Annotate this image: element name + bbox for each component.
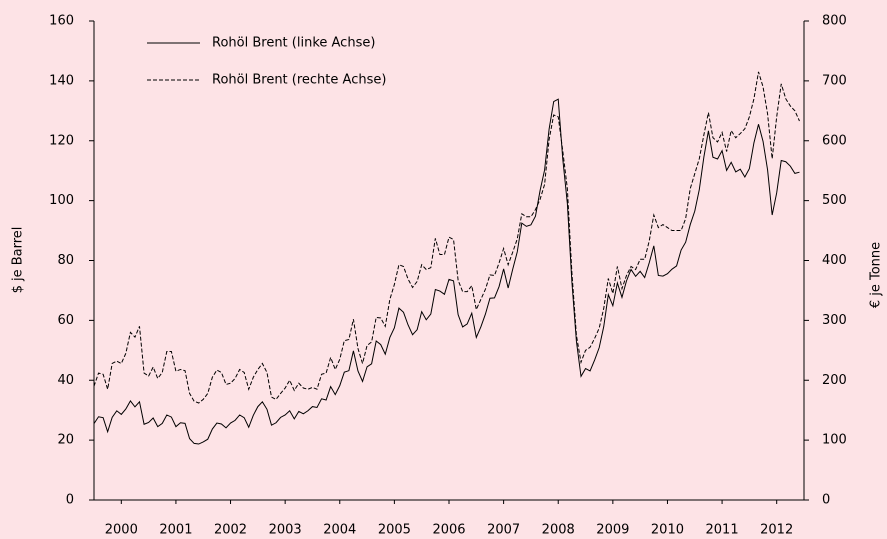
series-line bbox=[93, 71, 800, 404]
y2-tick-label: 800 bbox=[822, 14, 847, 29]
legend-label: Rohöl Brent (rechte Achse) bbox=[212, 73, 386, 88]
y-tick-label: 140 bbox=[49, 73, 74, 88]
y-tick-label: 40 bbox=[57, 373, 74, 388]
x-tick-label: 2004 bbox=[323, 523, 356, 538]
x-tick-label: 2003 bbox=[269, 523, 302, 538]
x-tick-label: 2008 bbox=[542, 523, 575, 538]
y2-tick-label: 0 bbox=[822, 493, 830, 508]
y-tick-label: 100 bbox=[49, 193, 74, 208]
y2-tick-label: 300 bbox=[822, 313, 847, 328]
y-tick-label: 60 bbox=[57, 313, 74, 328]
x-tick-label: 2012 bbox=[760, 523, 793, 538]
y-tick-label: 120 bbox=[49, 133, 74, 148]
y2-tick-label: 500 bbox=[822, 193, 847, 208]
x-tick-label: 2007 bbox=[487, 523, 520, 538]
x-tick-label: 2009 bbox=[596, 523, 629, 538]
x-tick-label: 2005 bbox=[378, 523, 411, 538]
y-tick-label: 160 bbox=[49, 14, 74, 29]
y-tick-label: 0 bbox=[66, 493, 74, 508]
x-tick-label: 2010 bbox=[651, 523, 684, 538]
x-tick-label: 2002 bbox=[214, 523, 247, 538]
x-tick-label: 2000 bbox=[105, 523, 138, 538]
series-line bbox=[93, 98, 800, 445]
legend-label: Rohöl Brent (linke Achse) bbox=[212, 36, 375, 51]
y2-tick-label: 700 bbox=[822, 73, 847, 88]
y2-tick-label: 400 bbox=[822, 253, 847, 268]
y2-tick-label: 100 bbox=[822, 433, 847, 448]
y-axis-label: $ je Barrel bbox=[11, 227, 26, 294]
y2-axis-label: € je Tonne bbox=[869, 242, 884, 308]
y-tick-label: 80 bbox=[57, 253, 74, 268]
x-tick-label: 2006 bbox=[432, 523, 465, 538]
x-tick-label: 2011 bbox=[706, 523, 739, 538]
y2-tick-label: 200 bbox=[822, 373, 847, 388]
y2-tick-label: 600 bbox=[822, 133, 847, 148]
x-tick-label: 2001 bbox=[159, 523, 192, 538]
y-tick-label: 20 bbox=[57, 433, 74, 448]
